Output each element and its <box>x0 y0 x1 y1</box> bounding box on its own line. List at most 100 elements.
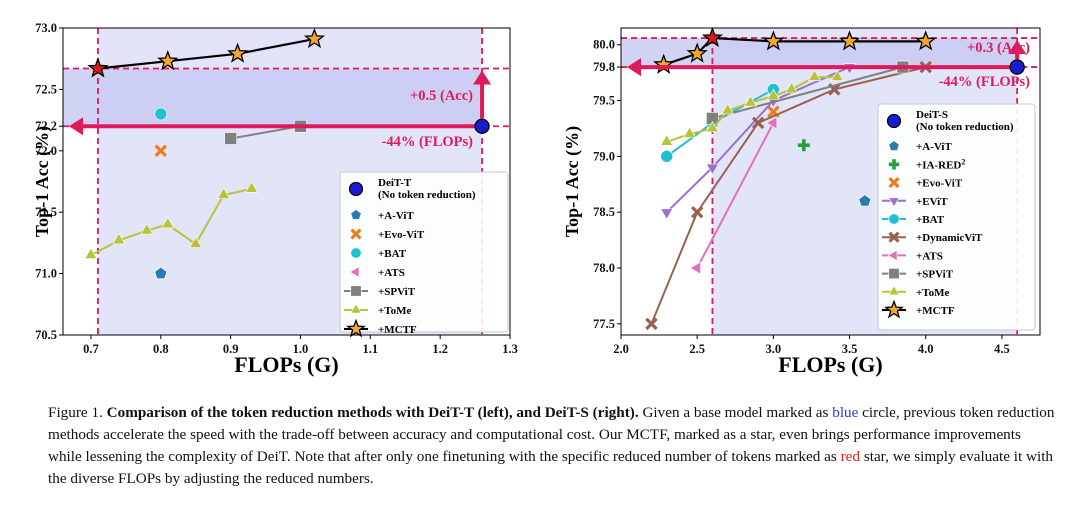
left-spvit-point <box>224 132 237 145</box>
left-legend-label-ats: +ATS <box>378 267 405 279</box>
right-spvit-line <box>712 66 904 120</box>
right-legend-label-evit: +EViT <box>916 196 948 208</box>
left-legend-label-evo-vit: +Evo-ViT <box>378 229 425 241</box>
right-xtick-label: 2.0 <box>613 342 629 356</box>
right-tome-point <box>830 69 844 81</box>
right-flops-annotation: -44% (FLOPs) <box>939 74 1031 90</box>
right-legend-marker-evit <box>888 197 900 208</box>
right-series-tome <box>660 69 844 146</box>
figure-caption: Figure 1. Comparison of the token reduct… <box>48 402 1058 490</box>
left-xtick-label: 1.1 <box>363 342 379 356</box>
left-series-evo-vit <box>154 144 168 158</box>
right-legend-label-tome: +ToMe <box>916 287 949 299</box>
right-evit-line <box>666 66 850 213</box>
right-mctf-point <box>838 30 861 51</box>
caption-text-1: Given a base model marked as <box>642 404 829 421</box>
right-a-vit-point <box>858 194 872 207</box>
left-ytick-label: 71.5 <box>35 205 57 219</box>
right-series-spvit <box>706 60 910 125</box>
right-mctf-point <box>701 26 724 48</box>
left-legend-marker-tome <box>350 303 362 314</box>
right-series-a-vit <box>858 194 872 207</box>
left-legend-marker-a-vit <box>350 209 362 220</box>
right-acc-region <box>621 38 1018 68</box>
left-spvit-line <box>230 125 301 140</box>
right-tome-point <box>721 103 735 115</box>
left-legend-label-mctf: +MCTF <box>378 324 417 336</box>
right-xtick-label: 4.0 <box>918 342 934 356</box>
left-ytick-label: 71.0 <box>35 267 57 281</box>
right-evit-point <box>705 163 719 175</box>
left-legend-marker-spvit <box>350 285 362 297</box>
right-legend-label-evo-vit: +Evo-ViT <box>916 178 963 190</box>
x-stroke-b <box>888 231 900 243</box>
left-tome-point <box>245 181 259 193</box>
left-xtick-label: 0.7 <box>83 342 99 356</box>
right-legend-label-mctf: +MCTF <box>916 305 955 317</box>
right-mctf-line <box>663 36 926 66</box>
x-stroke-b <box>888 177 900 189</box>
left-mctf-point <box>227 42 249 63</box>
caption-red-word: red <box>840 448 861 465</box>
left-ytick-label: 72.5 <box>35 82 57 96</box>
right-series-ia-red <box>797 139 810 152</box>
right-dynamicvit-point <box>751 116 765 130</box>
left-legend-marker-evo-vit <box>350 228 362 240</box>
left-legend-marker-ats <box>349 266 360 278</box>
right-legend-box <box>877 103 1036 331</box>
left-legend-box <box>339 171 509 333</box>
left-legend-base-name: DeiT-T <box>378 177 412 189</box>
right-arrows <box>627 40 1027 77</box>
left-bat-point <box>154 107 168 121</box>
right-legend: DeiT-S(No token reduction) +A-ViT +IA-RED2… <box>877 103 1036 331</box>
left-a-vit-point <box>154 266 168 280</box>
left-flops-annotation: -44% (FLOPs) <box>382 134 474 150</box>
right-ats-line <box>696 122 775 269</box>
right-legend-base-note: (No token reduction) <box>916 121 1014 133</box>
left-xtick-label: 1.2 <box>432 342 448 356</box>
left-tome-point <box>161 217 175 229</box>
left-legend-marker-bat <box>350 247 362 259</box>
right-ytick-label: 79.5 <box>593 94 615 108</box>
right-bat-point <box>660 150 674 163</box>
left-legend-base-note: (No token reduction) <box>378 189 476 201</box>
right-x-axis-title: FLOPs (G) <box>778 352 883 377</box>
right-ats-point <box>765 116 778 130</box>
left-tome-point <box>84 247 98 259</box>
right-legend-label-bat: +BAT <box>916 214 945 226</box>
right-ytick-label: 77.5 <box>593 317 615 331</box>
right-tome-point <box>807 69 822 81</box>
right-chart: 2.0 2.5 3.0 3.5 4.0 4.5 77.5 78.0 78.5 79.0 79.5 79… <box>562 26 1041 377</box>
right-legend-marker-spvit <box>888 268 900 280</box>
left-chart: 0.7 0.8 0.9 1.0 1.1 1.2 1.3 70.5 71.0 71.5 72.0 72.… <box>32 21 518 377</box>
right-legend-marker-bat <box>888 213 900 225</box>
left-xtick-label: 0.9 <box>223 342 239 356</box>
right-flops-arrow-head <box>627 58 641 77</box>
x-stroke-b <box>751 116 765 130</box>
x-stroke-b <box>767 105 780 118</box>
right-tome-point <box>705 121 719 133</box>
left-series-tome <box>84 181 259 259</box>
left-flops-arrow-head <box>69 117 83 136</box>
caption-text-2: circle, previous token reduction methods… <box>48 404 1055 465</box>
right-tome-point <box>683 126 697 138</box>
left-axes-frame <box>62 27 511 336</box>
left-series-bat <box>154 107 168 121</box>
right-legend-sup-ia-red: 2 <box>961 157 965 166</box>
right-tome-point <box>766 88 780 100</box>
right-legend-marker-tome <box>888 285 900 296</box>
right-evit-point <box>660 208 674 220</box>
right-tome-point <box>660 134 674 146</box>
right-mctf-point <box>686 42 708 63</box>
left-legend-label-a-vit: +A-ViT <box>378 210 414 222</box>
left-acc-arrow-head <box>473 70 492 85</box>
right-y-axis-title: Top-1 Acc (%) <box>562 126 583 237</box>
right-xtick-label: 2.5 <box>689 342 705 356</box>
right-xtick-label: 3.0 <box>766 342 782 356</box>
right-legend-base-marker <box>886 113 902 129</box>
left-xtick-label: 0.8 <box>153 342 169 356</box>
right-xtick-label: 4.5 <box>994 342 1010 356</box>
left-y-axis-title: Top-1 Acc (%) <box>32 126 53 237</box>
left-legend-label-tome: +ToMe <box>378 305 411 317</box>
left-legend-marker-mctf <box>346 318 366 338</box>
